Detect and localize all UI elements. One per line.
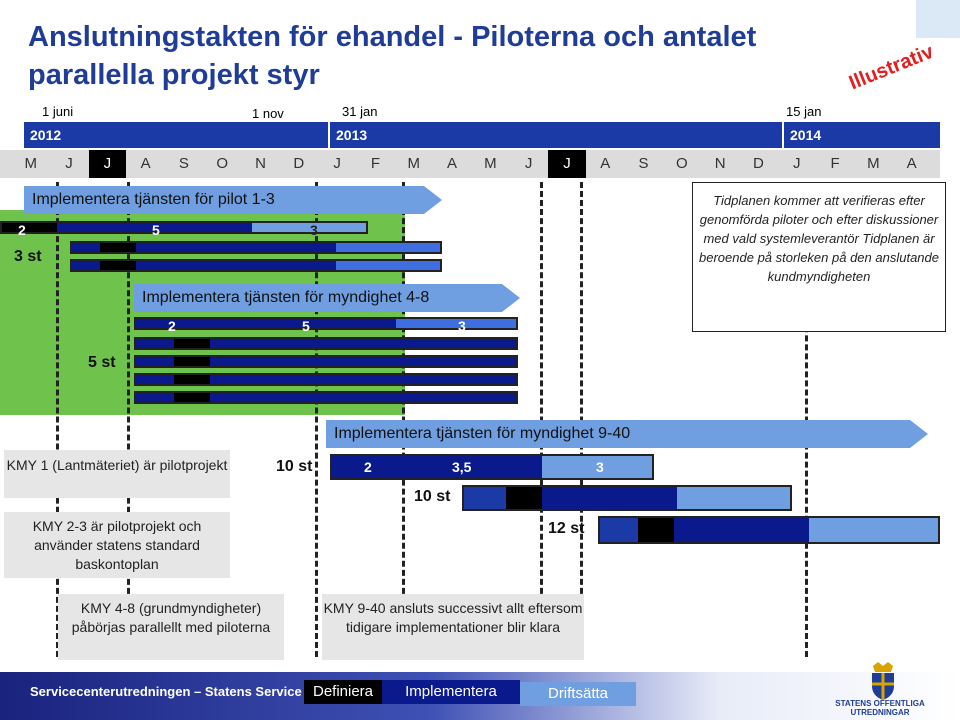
timeline-divider [580, 182, 583, 657]
phase-arrow-myndighet-4-8: Implementera tjänsten för myndighet 4-8 [134, 284, 520, 312]
myndighet-9-40-bar-3 [598, 516, 940, 544]
timeline-divider [127, 182, 130, 657]
month-cell: D [753, 155, 764, 172]
month-cell: N [255, 155, 266, 172]
page-title: Anslutningstakten för ehandel - Pilotern… [28, 21, 757, 91]
count-label: 3 st [14, 248, 42, 265]
month-cell: A [600, 155, 611, 172]
pilot-bar-2 [70, 241, 442, 254]
month-cell: J [65, 155, 73, 172]
segment-label: 2 [18, 222, 26, 238]
date-label: 1 nov [252, 106, 284, 121]
segment-label: 3 [458, 318, 466, 334]
month-cell: M [407, 155, 421, 172]
month-cell: J [88, 150, 127, 178]
myndighet-bar-4 [134, 373, 518, 386]
month-cell: J [793, 155, 801, 172]
myndighet-bar-2 [134, 337, 518, 350]
timeline-divider [540, 182, 543, 657]
segment-label: 5 [302, 318, 310, 334]
timeline-divider [315, 182, 318, 657]
month-cell: N [714, 155, 726, 172]
month-cell: F [830, 155, 840, 172]
year-2013: 2013 [330, 122, 782, 148]
timeline-disclaimer-callout: Tidplanen kommer att verifieras efter ge… [692, 182, 946, 332]
month-cell: J [548, 150, 586, 178]
date-label: 1 juni [42, 104, 74, 119]
footer-text: Servicecenterutredningen – Statens Servi… [30, 684, 302, 699]
myndighet-bar-3 [134, 355, 518, 368]
count-label: 10 st [276, 458, 313, 475]
pilot-bar-3 [70, 259, 442, 272]
month-cell: O [676, 155, 688, 172]
month-cell: A [140, 155, 151, 172]
year-2012: 2012 [24, 122, 328, 148]
corner-decoration [916, 0, 960, 38]
myndighet-bar-5 [134, 391, 518, 404]
month-cell: A [906, 155, 917, 172]
timeline-divider [805, 182, 808, 657]
phase-legend-definiera: Definiera [304, 680, 382, 704]
segment-label: 2 [168, 318, 176, 334]
segment-label: 5 [152, 222, 160, 238]
sou-crest-logo [872, 662, 894, 700]
timeline-divider [402, 182, 405, 657]
month-cell: S [178, 155, 189, 172]
note-kmy4-8: KMY 4-8 (grundmyndigheter) påbörjas para… [58, 594, 284, 660]
count-label: 5 st [88, 354, 116, 371]
month-cell: M [867, 155, 880, 172]
month-cell: M [24, 155, 38, 172]
note-kmy9-40: KMY 9-40 ansluts successivt allt efterso… [322, 594, 584, 660]
date-label: 31 jan [342, 104, 378, 119]
illustrative-stamp: Illustrativ [846, 40, 937, 95]
pilot-bar-1 [0, 221, 368, 234]
count-label: 12 st [548, 520, 585, 537]
segment-label: 3 [310, 222, 318, 238]
sou-logo-text: STATENS OFFENTLIGA UTREDNINGAR [835, 699, 925, 717]
myndighet-9-40-bar-1 [330, 454, 654, 480]
month-cell: A [447, 155, 458, 172]
month-cell: J [524, 155, 533, 172]
segment-label: 2 [364, 459, 372, 475]
myndighet-bar-1 [134, 317, 518, 330]
month-cell: O [216, 155, 229, 172]
segment-label: 3,5 [452, 459, 472, 475]
date-label: 15 jan [786, 104, 822, 119]
month-cell: J [333, 155, 341, 172]
count-label: 10 st [414, 488, 451, 505]
phase-arrow-myndighet-9-40: Implementera tjänsten för myndighet 9-40 [326, 420, 928, 448]
month-cell: M [484, 155, 497, 172]
segment-label: 3 [596, 459, 604, 475]
month-cell: D [293, 155, 305, 172]
myndighet-9-40-bar-2 [462, 485, 792, 511]
note-kmy2-3: KMY 2-3 är pilotprojekt och använder sta… [4, 512, 230, 578]
timeline-divider [56, 182, 59, 657]
year-2014: 2014 [784, 122, 940, 148]
phase-arrow-pilot: Implementera tjänsten för pilot 1-3 [24, 186, 442, 214]
phase-legend-driftsatta: Driftsätta [520, 682, 636, 706]
phase-legend-implementera: Implementera [382, 680, 520, 704]
month-cell: F [370, 155, 381, 172]
note-kmy1: KMY 1 (Lantmäteriet) är pilotprojekt [4, 450, 230, 498]
month-cell: S [638, 155, 649, 172]
